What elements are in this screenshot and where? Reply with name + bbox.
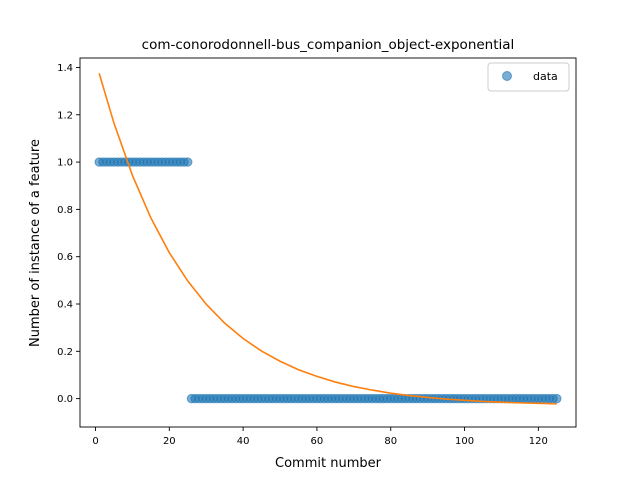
y-tick-label: 0.6	[57, 252, 73, 263]
legend-marker-data	[502, 71, 512, 81]
y-tick-label: 0.8	[57, 205, 73, 216]
y-tick-label: 0.2	[57, 347, 73, 358]
data-point	[552, 393, 562, 404]
chart-title: com-conorodonnell-bus_companion_object-e…	[142, 37, 515, 53]
x-tick-label: 60	[311, 436, 324, 447]
y-tick-label: 0.0	[57, 394, 73, 405]
y-tick-label: 0.4	[57, 300, 73, 311]
plot-frame	[79, 57, 577, 428]
x-tick-label: 0	[92, 436, 98, 447]
y-tick-label: 1.0	[57, 158, 73, 169]
x-tick-label: 40	[237, 436, 250, 447]
x-tick-label: 100	[455, 436, 474, 447]
fit-line	[98, 73, 557, 405]
legend: data	[487, 62, 570, 92]
x-axis: 0 20 40 60 80 100 120	[92, 427, 548, 447]
legend-frame	[487, 62, 570, 92]
x-tick-label: 120	[529, 436, 548, 447]
y-axis-label: Number of instance of a feature	[28, 139, 43, 347]
x-tick-label: 20	[163, 436, 176, 447]
y-tick-label: 1.2	[57, 110, 73, 121]
x-axis-label: Commit number	[275, 456, 382, 471]
legend-label-data: data	[533, 70, 558, 83]
data-point	[183, 157, 193, 167]
y-axis: 0.0 0.2 0.4 0.6 0.8 1.0 1.2 1.4	[57, 63, 80, 405]
y-tick-label: 1.4	[57, 63, 73, 74]
plot-area	[79, 57, 577, 428]
x-tick-label: 80	[384, 436, 397, 447]
